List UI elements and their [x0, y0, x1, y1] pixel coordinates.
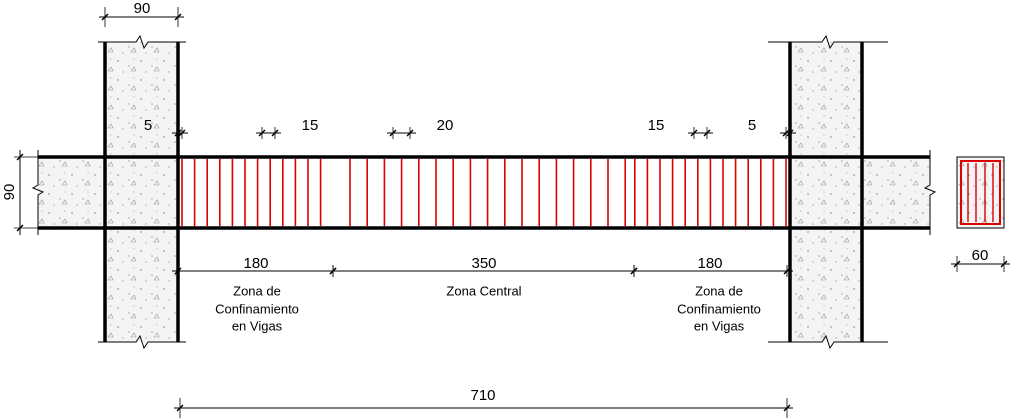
concrete [38, 42, 1005, 342]
dim-text: 180 [243, 255, 268, 272]
zone-label: en Vigas [232, 318, 283, 333]
dim-text: 350 [471, 255, 496, 272]
section-stirrup [960, 160, 1001, 225]
dim-text: 5 [144, 117, 152, 134]
outlines [38, 42, 930, 342]
dim-text: 15 [648, 117, 665, 134]
dim-text: 15 [302, 117, 319, 134]
zone-label: Confinamiento [677, 301, 761, 316]
break-lines [31, 34, 937, 350]
zone-label: en Vigas [694, 318, 745, 333]
dim-text: 90 [1, 184, 18, 201]
dimension-lines [14, 7, 1010, 418]
zone-label: Zona de [233, 283, 281, 298]
dim-text: 710 [470, 387, 495, 404]
dim-text: 5 [748, 117, 756, 134]
dim-text: 180 [697, 255, 722, 272]
dim-text: 60 [972, 247, 989, 264]
zone-label: Zona Central [446, 283, 521, 298]
zone-label: Confinamiento [215, 301, 299, 316]
stirrups [181, 159, 1001, 226]
dim-text: 20 [437, 117, 454, 134]
zone-label: Zona de [695, 283, 743, 298]
dim-text: 90 [134, 0, 151, 17]
